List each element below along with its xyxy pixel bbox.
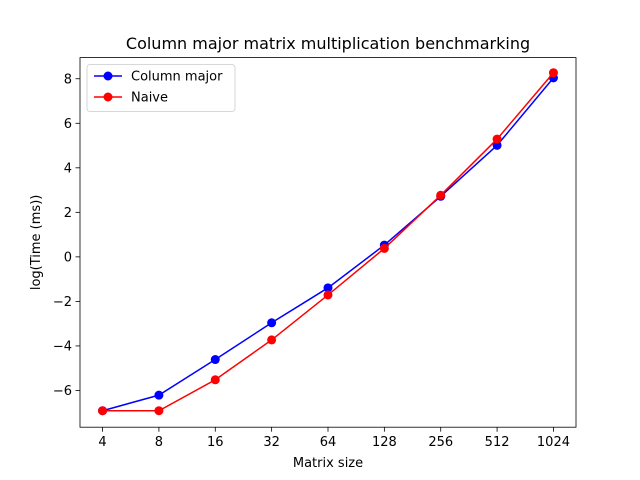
legend-label-naive: Naive: [131, 91, 168, 106]
y-axis: −6 −4 −2 0 2 4 6 8: [53, 72, 80, 399]
legend-label-column-major: Column major: [131, 70, 223, 85]
y-tick-label: −2: [53, 295, 72, 310]
data-point-naive: [267, 335, 277, 345]
data-point-naive: [98, 406, 108, 416]
x-axis: 4 8 16 32 64 128 256 512 1024: [98, 427, 570, 450]
data-point-column-major: [154, 390, 164, 400]
y-tick-label: −6: [53, 384, 72, 399]
y-tick-label: 2: [64, 206, 72, 221]
data-point-naive: [323, 290, 333, 300]
chart-title: Column major matrix multiplication bench…: [126, 34, 530, 53]
data-point-column-major: [267, 318, 277, 328]
legend-box: [86, 64, 236, 112]
x-tick-label: 512: [485, 435, 510, 450]
x-tick-label: 128: [372, 435, 397, 450]
legend-marker-column-major: [103, 71, 113, 81]
data-point-naive: [379, 243, 389, 253]
y-tick-label: 0: [64, 250, 72, 265]
data-point-column-major: [323, 283, 333, 293]
data-point-naive: [210, 375, 220, 385]
legend-marker-naive: [103, 92, 113, 102]
x-tick-label: 8: [155, 435, 163, 450]
y-tick-label: 8: [64, 72, 72, 87]
axes-frame: [79, 57, 577, 428]
x-tick-label: 64: [320, 435, 337, 450]
data-point-naive: [154, 406, 164, 416]
x-axis-label: Matrix size: [293, 456, 363, 471]
data-point-naive: [492, 134, 502, 144]
y-tick-label: 6: [64, 117, 72, 132]
x-tick-label: 32: [263, 435, 280, 450]
x-tick-label: 1024: [537, 435, 570, 450]
x-tick-label: 16: [207, 435, 224, 450]
x-tick-label: 4: [98, 435, 106, 450]
data-point-naive: [436, 190, 446, 200]
data-point-column-major: [210, 355, 220, 365]
series-layer: [98, 68, 558, 416]
data-point-naive: [548, 68, 558, 78]
y-tick-label: −4: [53, 339, 72, 354]
x-tick-label: 256: [428, 435, 453, 450]
legend: Column major Naive: [86, 64, 236, 112]
y-axis-label: log(Time (ms)): [29, 195, 44, 291]
data-point-column-major: [492, 140, 502, 150]
y-tick-label: 4: [64, 161, 72, 176]
